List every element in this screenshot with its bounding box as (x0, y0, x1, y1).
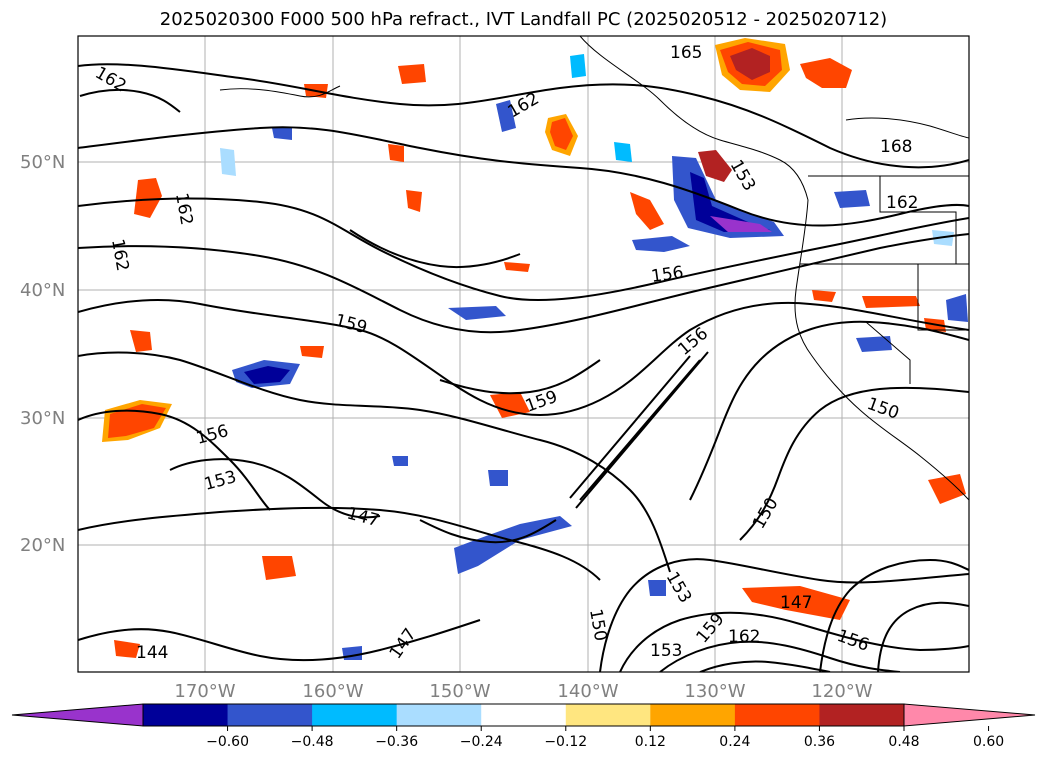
colorbar-segment (819, 704, 905, 726)
gridlines (78, 36, 969, 672)
colorbar-segment (565, 704, 651, 726)
refractivity-fill (102, 38, 968, 660)
colorbar-tick-label: 0.24 (719, 734, 750, 750)
colorbar-segment (650, 704, 736, 726)
contour-label: 156 (650, 263, 685, 287)
lon-label-150w: 150°W (429, 681, 490, 702)
colorbar-segment (734, 704, 820, 726)
latitude-labels: 50°N 40°N 30°N 20°N (20, 152, 65, 556)
contour-label: 147 (780, 593, 812, 613)
colorbar-tick-label: 0.36 (804, 734, 835, 750)
colorbar-segment (481, 704, 567, 726)
contour-labels: 162 162 162 162 165 168 162 156 159 159 … (92, 43, 919, 663)
map-title: 2025020300 F000 500 hPa refract., IVT La… (159, 9, 888, 30)
colorbar-segment (312, 704, 398, 726)
colorbar-extend-low (11, 703, 144, 727)
lat-label-20n: 20°N (20, 535, 65, 556)
contour-label: 165 (670, 43, 702, 63)
colorbar-segment (396, 704, 482, 726)
lat-label-30n: 30°N (20, 408, 65, 429)
colorbar-extend-high (903, 703, 1036, 727)
coastlines (219, 36, 969, 501)
colorbar-tick-label: 0.48 (888, 734, 919, 750)
contour-label: 162 (728, 627, 760, 647)
colorbar-tick-label: 0.12 (635, 734, 666, 750)
contour-label: 153 (650, 641, 682, 661)
colorbar-tick-label: −0.36 (375, 734, 418, 750)
lon-label-120w: 120°W (811, 681, 872, 702)
lat-label-50n: 50°N (20, 152, 65, 173)
colorbar-outline (142, 703, 905, 727)
map-panel: 162 162 162 162 165 168 162 156 159 159 … (20, 35, 970, 702)
contour-label: 168 (880, 137, 912, 157)
lon-label-140w: 140°W (557, 681, 618, 702)
colorbar-tick-label: −0.60 (206, 734, 249, 750)
longitude-labels: 170°W 160°W 150°W 140°W 130°W 120°W (174, 681, 872, 702)
lat-label-40n: 40°N (20, 280, 65, 301)
colorbar-segment (143, 704, 229, 726)
colorbar-tick-label: −0.48 (291, 734, 334, 750)
colorbar-tick-label: −0.24 (460, 734, 503, 750)
colorbar-segment (227, 704, 313, 726)
contour-label: 144 (136, 643, 168, 663)
colorbar: −0.60 −0.48 −0.36 −0.24 −0.12 0.12 0.24 0.36 0.4… (11, 703, 1036, 750)
colorbar-tick-label: 0.60 (973, 734, 1004, 750)
lon-label-130w: 130°W (684, 681, 745, 702)
lon-label-170w: 170°W (174, 681, 235, 702)
colorbar-tick-label: −0.12 (544, 734, 587, 750)
contour-label: 162 (886, 193, 918, 213)
lon-label-160w: 160°W (302, 681, 363, 702)
height-contours (78, 63, 969, 672)
